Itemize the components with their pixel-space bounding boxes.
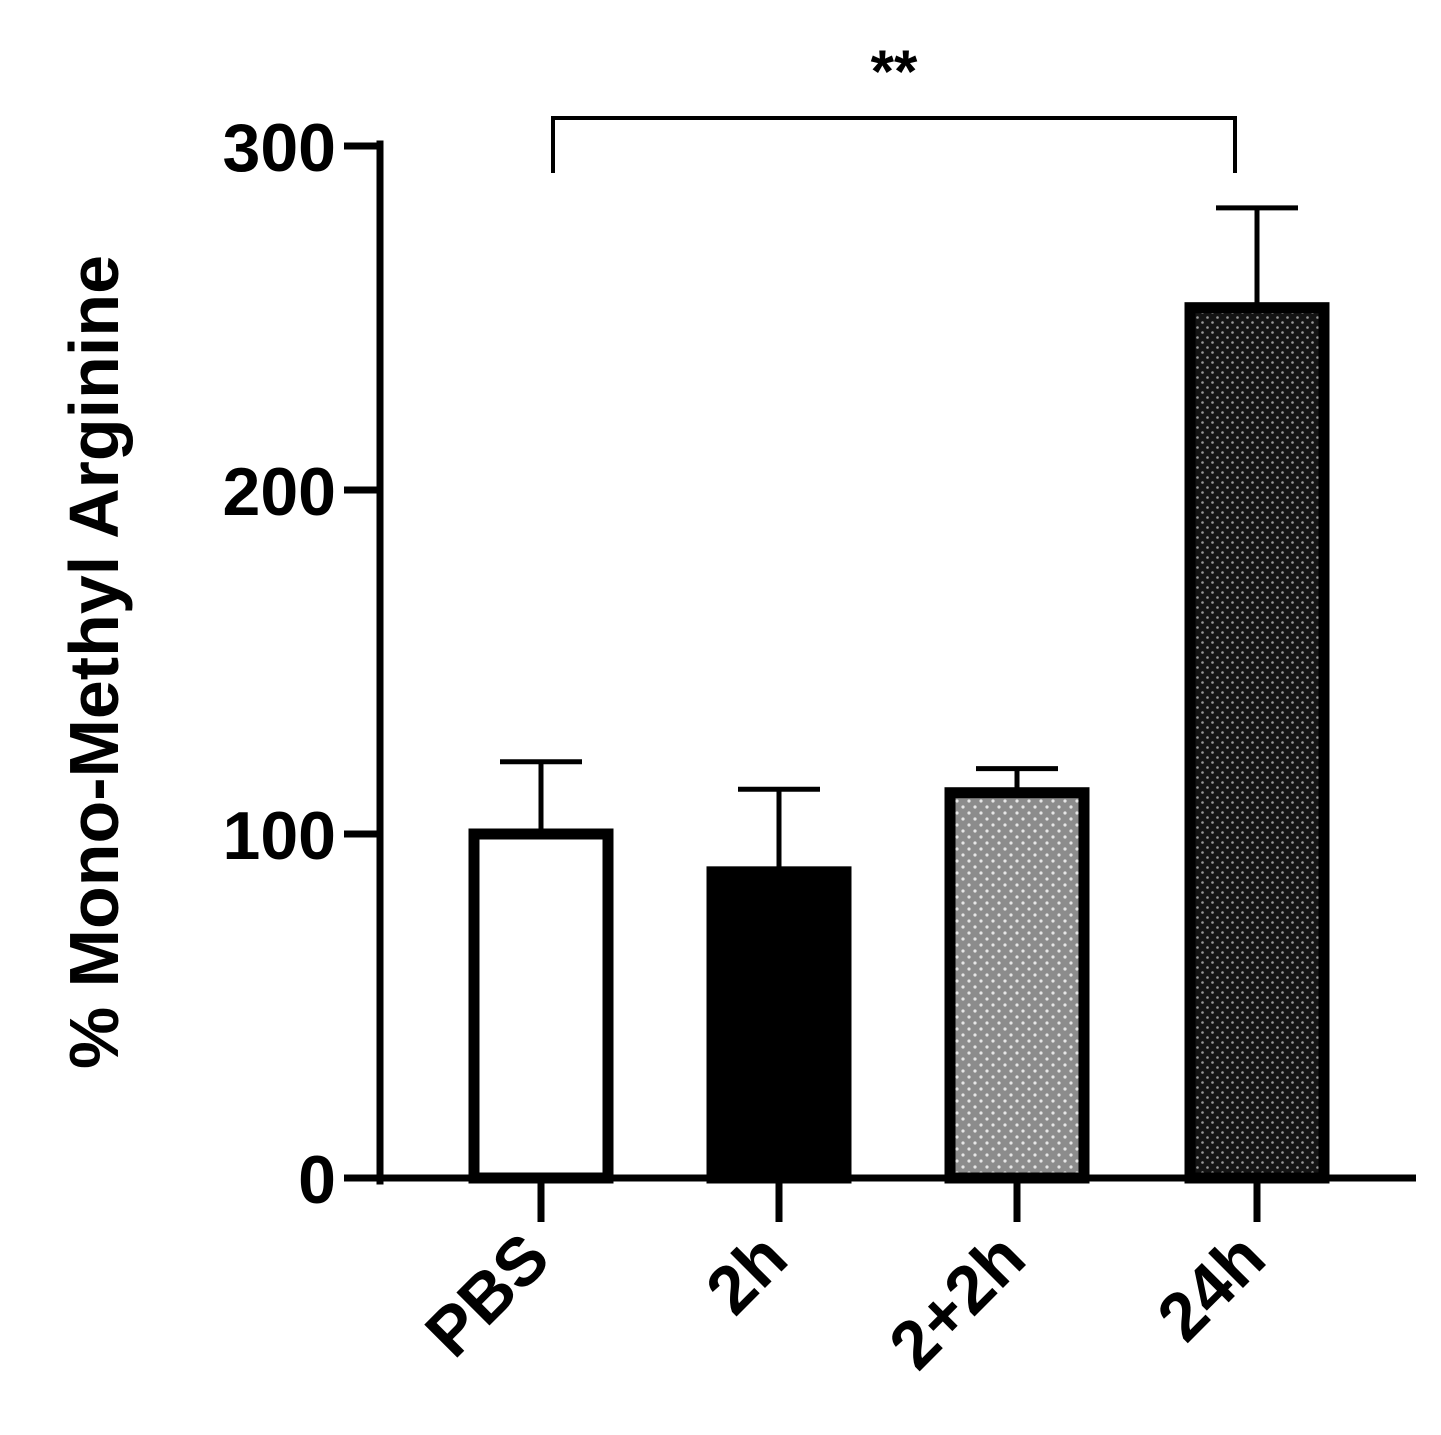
bar-2-2h <box>944 787 1090 1184</box>
plot-area: 0 100 200 300 % Mono-Methyl Arginine PBS 2h 2+2… <box>55 38 1416 1384</box>
bar-pbs <box>468 828 614 1184</box>
x-tick-label: 24h <box>1143 1219 1280 1356</box>
y-tick-label: 200 <box>223 454 336 530</box>
bar-24h <box>1184 302 1330 1184</box>
y-tick-label: 100 <box>223 798 336 874</box>
x-tick-label: 2h <box>692 1219 802 1329</box>
x-tick-label: PBS <box>411 1219 564 1372</box>
bar-2h <box>706 866 852 1184</box>
y-axis-title: % Mono-Methyl Arginine <box>55 255 133 1069</box>
x-tick-label: 2+2h <box>875 1219 1040 1384</box>
y-tick-label: 300 <box>223 110 336 186</box>
significance-label: ** <box>871 38 918 105</box>
significance-bracket <box>551 116 1237 173</box>
y-tick-label: 0 <box>298 1142 336 1218</box>
